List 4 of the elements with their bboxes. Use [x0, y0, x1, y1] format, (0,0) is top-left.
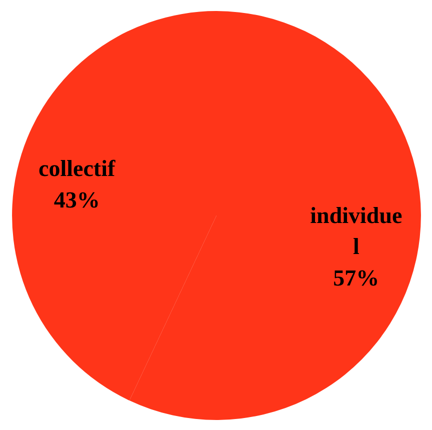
slice-label: individuel [310, 202, 402, 260]
slice-label: collectif [38, 156, 116, 182]
data-label: 43% [54, 188, 100, 213]
data-label: 57% [333, 266, 380, 291]
